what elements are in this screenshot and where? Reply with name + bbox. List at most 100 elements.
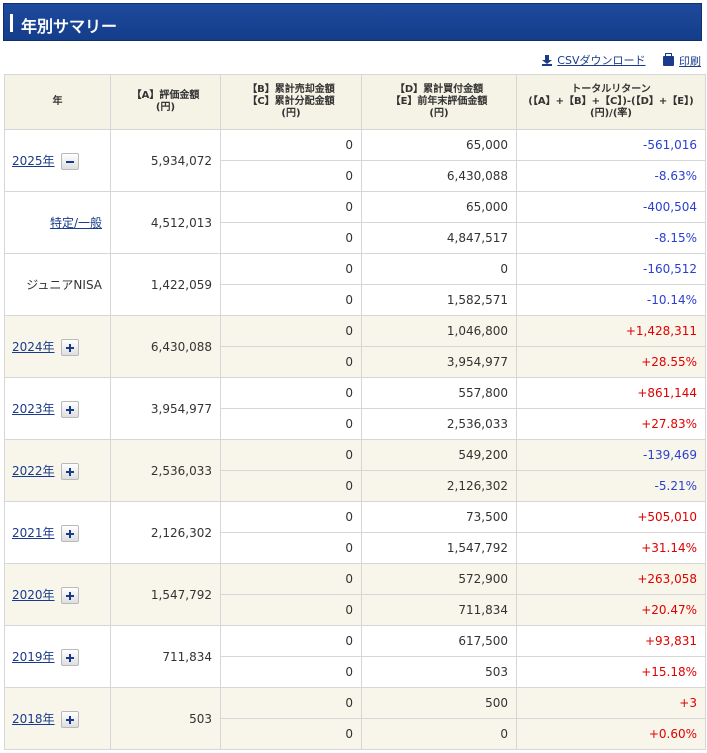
account-type-cell: ジュニアNISA	[4, 253, 111, 316]
year-link[interactable]: 2018年	[12, 711, 55, 726]
cumulative-bought-amount: 65,000	[361, 129, 517, 161]
expand-plus-icon[interactable]	[60, 524, 79, 542]
cumulative-sold-amount: 0	[220, 687, 362, 719]
prev-year-end-valuation: 2,126,302	[361, 470, 517, 502]
section-header: 年別サマリー	[3, 3, 702, 41]
total-return-rate: +15.18%	[516, 656, 706, 688]
csv-download-link[interactable]: CSVダウンロード	[557, 54, 646, 67]
cumulative-sold-amount: 0	[220, 315, 362, 347]
cumulative-bought-amount: 572,900	[361, 563, 517, 595]
print-link[interactable]: 印刷	[679, 54, 701, 68]
cumulative-bought-amount: 549,200	[361, 439, 517, 471]
total-return-rate: +28.55%	[516, 346, 706, 378]
cumulative-sold-amount: 0	[220, 439, 362, 471]
cumulative-sold-amount: 0	[220, 377, 362, 409]
cumulative-sold-amount: 0	[220, 129, 362, 161]
total-return-rate: +31.14%	[516, 532, 706, 564]
year-link[interactable]: 2022年	[12, 463, 55, 478]
total-return-amount: +505,010	[516, 501, 706, 533]
total-return-rate: -8.63%	[516, 160, 706, 192]
total-return-rate: -8.15%	[516, 222, 706, 254]
cumulative-distribution-amount: 0	[220, 470, 362, 502]
yearly-summary-table: 年【A】評価金額 (円) 【B】累計売却金額 【C】累計分配金額 (円) 【D】累計…	[4, 74, 706, 750]
table-row: 0 1,547,792 +31.14%	[5, 532, 706, 564]
table-row: 0 3,954,977 +28.55%	[5, 346, 706, 378]
cumulative-bought-amount: 73,500	[361, 501, 517, 533]
valuation-amount: 3,954,977	[110, 377, 221, 440]
col-header-year: 年	[4, 74, 111, 130]
year-link[interactable]: 2020年	[12, 587, 55, 602]
cumulative-sold-amount: 0	[220, 625, 362, 657]
account-type-label: ジュニアNISA	[26, 278, 102, 292]
year-link[interactable]: 2021年	[12, 525, 55, 540]
valuation-amount: 2,126,302	[110, 501, 221, 564]
total-return-amount: +93,831	[516, 625, 706, 657]
year-cell: 2023年	[4, 377, 111, 440]
total-return-amount: +861,144	[516, 377, 706, 409]
prev-year-end-valuation: 1,582,571	[361, 284, 517, 316]
table-row: 0 1,582,571 -10.14%	[5, 284, 706, 316]
col-header-sold-distributed: 【B】累計売却金額 【C】累計分配金額 (円)	[220, 74, 362, 130]
col-header-valuation: 【A】評価金額 (円)	[110, 74, 221, 130]
prev-year-end-valuation: 711,834	[361, 594, 517, 626]
cumulative-bought-amount: 65,000	[361, 191, 517, 223]
total-return-amount: -561,016	[516, 129, 706, 161]
total-return-rate: -10.14%	[516, 284, 706, 316]
cumulative-bought-amount: 500	[361, 687, 517, 719]
year-cell: 2024年	[4, 315, 111, 378]
expand-plus-icon[interactable]	[60, 710, 79, 728]
year-link[interactable]: 2025年	[12, 153, 55, 168]
account-type-link[interactable]: 特定/一般	[49, 216, 102, 230]
prev-year-end-valuation: 0	[361, 718, 517, 750]
expand-plus-icon[interactable]	[60, 338, 79, 356]
expand-plus-icon[interactable]	[60, 648, 79, 666]
total-return-rate: +0.60%	[516, 718, 706, 750]
csv-download-action[interactable]: CSVダウンロード	[542, 52, 646, 68]
cumulative-sold-amount: 0	[220, 253, 362, 285]
prev-year-end-valuation: 503	[361, 656, 517, 688]
table-row: 0 4,847,517 -8.15%	[5, 222, 706, 254]
expand-plus-icon[interactable]	[60, 462, 79, 480]
valuation-amount: 503	[110, 687, 221, 750]
total-return-rate: +27.83%	[516, 408, 706, 440]
total-return-amount: +263,058	[516, 563, 706, 595]
table-row: 0 6,430,088 -8.63%	[5, 160, 706, 192]
cumulative-distribution-amount: 0	[220, 284, 362, 316]
account-type-cell: 特定/一般	[4, 191, 111, 254]
prev-year-end-valuation: 2,536,033	[361, 408, 517, 440]
col-header-bought-prev-year: 【D】累計買付金額 【E】前年末評価金額 (円)	[361, 74, 517, 130]
total-return-amount: +1,428,311	[516, 315, 706, 347]
cumulative-sold-amount: 0	[220, 501, 362, 533]
cumulative-distribution-amount: 0	[220, 160, 362, 192]
total-return-amount: -400,504	[516, 191, 706, 223]
cumulative-distribution-amount: 0	[220, 532, 362, 564]
cumulative-distribution-amount: 0	[220, 222, 362, 254]
year-link[interactable]: 2019年	[12, 649, 55, 664]
header-accent-bar	[10, 14, 13, 32]
action-links: CSVダウンロード 印刷	[528, 52, 701, 70]
table-row: 2025年 5,934,072 0 65,000 -561,016	[4, 129, 706, 192]
table-row: 2024年 6,430,088 0 1,046,800 +1,428,311	[4, 315, 706, 378]
year-link[interactable]: 2023年	[12, 401, 55, 416]
table-row: 2020年 1,547,792 0 572,900 +263,058	[4, 563, 706, 626]
table-row: 2018年 503 0 500 +3	[4, 687, 706, 750]
cumulative-bought-amount: 617,500	[361, 625, 517, 657]
table-row: 2019年 711,834 0 617,500 +93,831	[4, 625, 706, 688]
table-row: 特定/一般 4,512,013 0 65,000 -400,504	[4, 191, 706, 254]
year-cell: 2018年	[4, 687, 111, 750]
year-link[interactable]: 2024年	[12, 339, 55, 354]
collapse-minus-icon[interactable]	[60, 152, 79, 170]
print-action[interactable]: 印刷	[663, 52, 701, 69]
cumulative-distribution-amount: 0	[220, 718, 362, 750]
expand-plus-icon[interactable]	[60, 400, 79, 418]
table-row: 2021年 2,126,302 0 73,500 +505,010	[4, 501, 706, 564]
expand-plus-icon[interactable]	[60, 586, 79, 604]
table-row: 0 0 +0.60%	[5, 718, 706, 750]
valuation-amount: 6,430,088	[110, 315, 221, 378]
prev-year-end-valuation: 1,547,792	[361, 532, 517, 564]
cumulative-bought-amount: 1,046,800	[361, 315, 517, 347]
valuation-amount: 2,536,033	[110, 439, 221, 502]
cumulative-distribution-amount: 0	[220, 408, 362, 440]
table-header-row: 年【A】評価金額 (円) 【B】累計売却金額 【C】累計分配金額 (円) 【D】累計…	[4, 74, 706, 130]
download-icon	[542, 54, 553, 66]
